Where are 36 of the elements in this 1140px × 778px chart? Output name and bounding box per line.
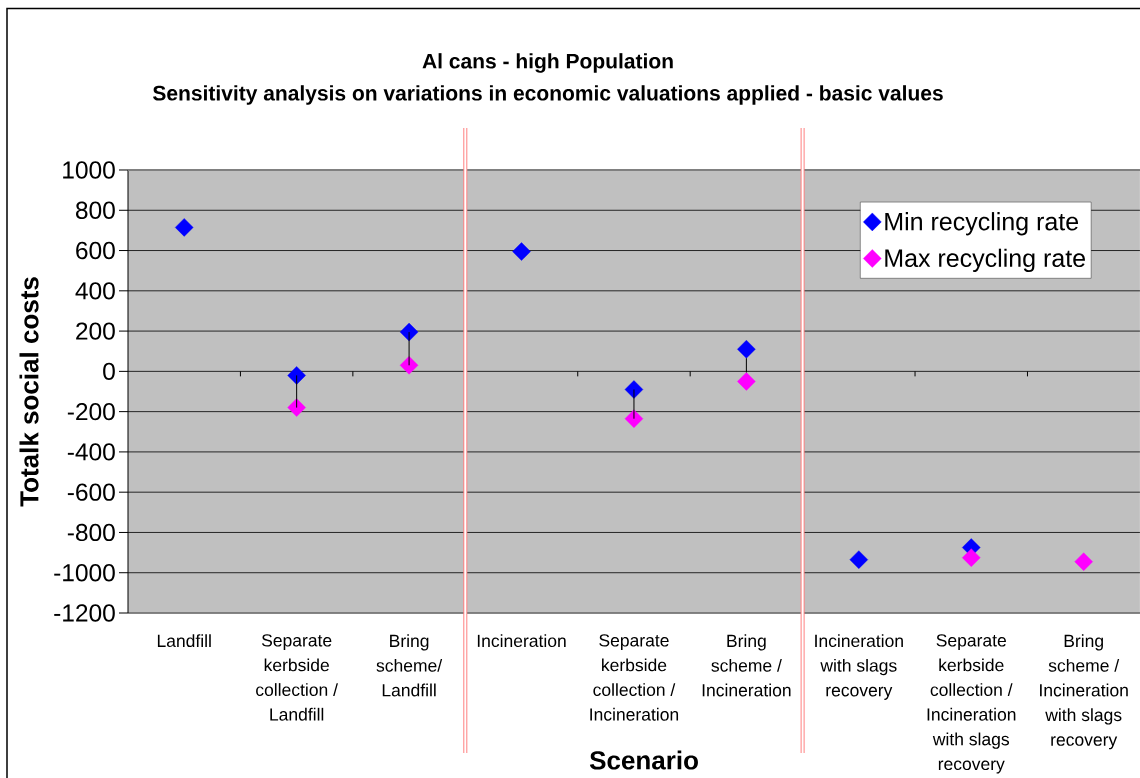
point [849, 550, 869, 569]
y-tick-label: -1200 [54, 604, 115, 622]
point [737, 372, 756, 391]
point [737, 340, 756, 359]
legend-label: Min recycling rate [885, 212, 1079, 236]
chart-title: Al cans - high Population [422, 53, 673, 73]
x-tick-label: Bring scheme/ Landfill [376, 634, 443, 697]
y-tick-label: 0 [103, 362, 115, 381]
y-tick-label: -600 [67, 483, 115, 501]
point [512, 242, 531, 261]
x-tick-label: Bring scheme / Incineration [702, 634, 791, 697]
chart-subtitle: Sensitivity analysis on variations in economic valuations applied - basic values [152, 85, 943, 105]
point [175, 218, 194, 237]
legend-label: Max recycling rate [885, 248, 1085, 272]
point [962, 548, 981, 567]
x-axis-title: Scenario [589, 750, 698, 770]
x-tick-label: Separate kerbside collection / Landfill [256, 634, 338, 721]
y-tick-label: -400 [67, 443, 115, 461]
y-tick-label: 400 [75, 282, 115, 300]
x-tick-label: Separate kerbside collection / Incineration with slags recovery [927, 634, 1016, 774]
x-tick-label: Incineration with slags recovery [815, 634, 903, 700]
y-tick-label: -800 [67, 523, 115, 542]
x-tick-label: Separate kerbside collection / Incineration [590, 634, 679, 721]
y-tick-label: -1000 [54, 564, 115, 582]
point [287, 366, 306, 385]
y-tick-label: -200 [67, 402, 115, 421]
y-tick-label: 200 [76, 322, 115, 340]
x-tick-label: Bring scheme / Incineration with slags recovery [1040, 634, 1128, 750]
point [1074, 552, 1093, 571]
y-axis-title: Totalk social costs [19, 277, 39, 507]
x-tick-label: Landfill [157, 634, 211, 648]
y-tick-label: 1000 [63, 161, 115, 179]
y-tick-label: 800 [75, 201, 115, 219]
y-tick-label: 600 [76, 241, 115, 260]
point [287, 398, 306, 417]
x-tick-label: Incineration [477, 634, 566, 648]
